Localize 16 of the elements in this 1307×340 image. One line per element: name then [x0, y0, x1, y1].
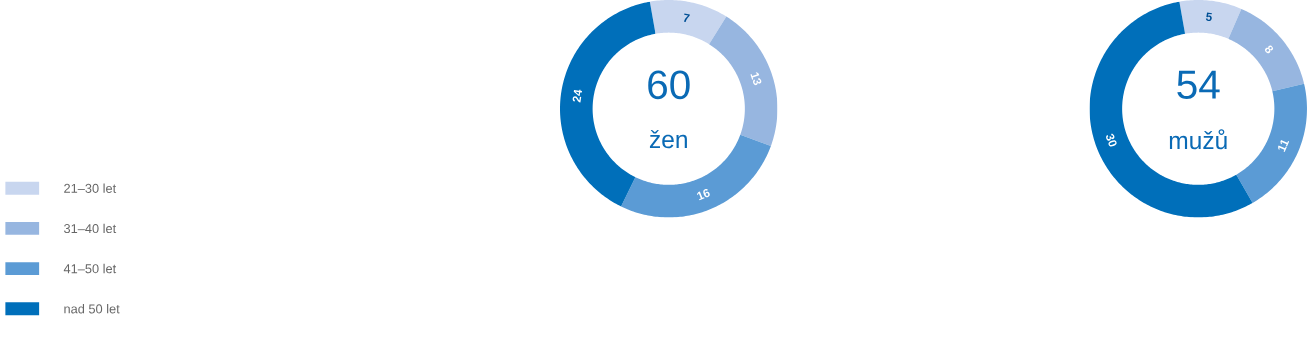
legend-label: 31–40 let: [63, 223, 117, 233]
data-label: 7: [684, 13, 690, 22]
data-label: 24: [572, 89, 583, 103]
data-label: 5: [1205, 12, 1212, 21]
text: 54: [1177, 70, 1220, 99]
text: 60: [648, 70, 690, 99]
data-label: 8: [1264, 45, 1274, 54]
data-label: 13: [750, 72, 762, 85]
text: žen: [649, 129, 687, 149]
legend-label: 41–50 let: [63, 263, 117, 274]
legend-label: nad 50 let: [64, 303, 120, 314]
data-label: 30: [1106, 133, 1117, 147]
text: mužů: [1169, 129, 1227, 150]
data-label: 11: [1278, 139, 1290, 152]
data-label: 16: [697, 188, 710, 201]
legend-label: 21–30 let: [64, 183, 117, 193]
